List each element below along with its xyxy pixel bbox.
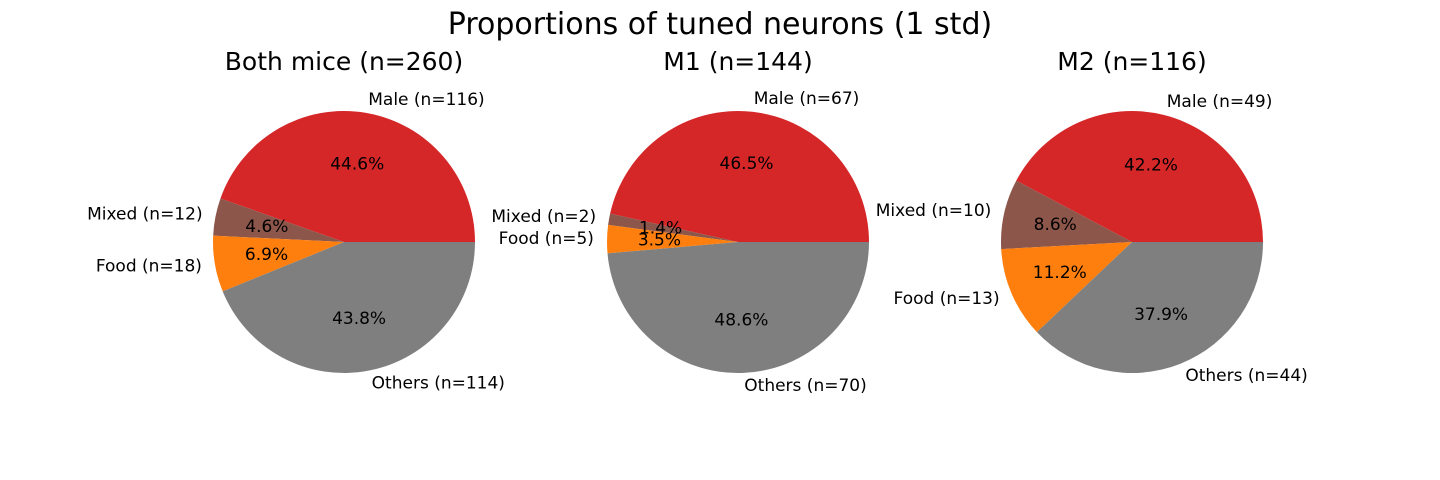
pie-m1-pct-male: 46.5% [720,154,774,174]
pie-m2-label-male: Male (n=49) [1167,92,1273,112]
pie-m2-label-others: Others (n=44) [1185,366,1307,386]
pie-m2-pct-others: 37.9% [1134,305,1188,325]
pie-all-label-mixed: Mixed (n=12) [87,204,203,224]
pie-m2-wedge-food [1001,242,1132,333]
pie-m2-wedge-mixed [1001,180,1132,250]
pie-m1: M1 (n=144) Male (n=67) Mixed (n=2)Food (n=… [491,47,869,396]
pie-m1-pct-others: 48.6% [714,311,768,331]
pie-all-wedge-male [220,110,475,243]
pie-all-pct-male: 44.6% [330,155,384,175]
pie-m2-wedge-others [1036,242,1263,373]
pie-m1-label-food: Food (n=5) [499,229,594,249]
pie-m1-label-male: Male (n=67) [754,89,860,109]
pie-m1-title: M1 (n=144) [663,47,812,76]
pie-m1-label-others: Others (n=70) [744,376,866,396]
pie-m2-label-food: Food (n=13) [894,289,1000,309]
pie-m2-pct-food: 11.2% [1033,263,1087,283]
pie-all-label-others: Others (n=114) [372,373,505,393]
pie-all-title: Both mice (n=260) [225,47,463,76]
pie-all-label-food: Food (n=18) [96,256,202,276]
pie-m2-pct-mixed: 8.6% [1034,215,1077,235]
pie-all-pct-food: 6.9% [245,245,288,265]
pie-all: Both mice (n=260) Male (n=116) Mixed (n=12… [87,47,505,393]
pie-m1-wedge-others [607,242,869,374]
pie-m1-label-mixed: Mixed (n=2) [491,207,596,227]
pie-all-wedge-food [213,235,344,292]
pie-all-pct-others: 43.8% [332,309,386,329]
pie-all-wedge-others [222,242,475,373]
pie-m1-wedge-male [610,110,869,242]
pie-m2: M2 (n=116) Male (n=49) Mixed (n=10) Food (n… [876,47,1308,386]
pie-all-wedge-mixed [213,198,344,242]
figure-title: Proportions of tuned neurons (1 std) [448,7,992,42]
pie-all-label-male: Male (n=116) [368,90,484,110]
pie-m1-pct-food: 3.5% [638,230,681,250]
pie-m1-wedge-mixed [608,213,738,242]
pie-m2-wedge-male [1016,111,1263,243]
pie-all-pct-mixed: 4.6% [245,217,288,237]
pie-panels: Both mice (n=260) Male (n=116) Mixed (n=12… [87,47,1308,396]
pie-m1-pct-mixed: 1.4% [639,218,682,238]
pie-m2-title: M2 (n=116) [1057,47,1206,76]
pie-m2-pct-male: 42.2% [1124,156,1178,176]
pie-m1-wedge-food [606,224,738,254]
pie-m2-label-mixed: Mixed (n=10) [876,201,992,221]
